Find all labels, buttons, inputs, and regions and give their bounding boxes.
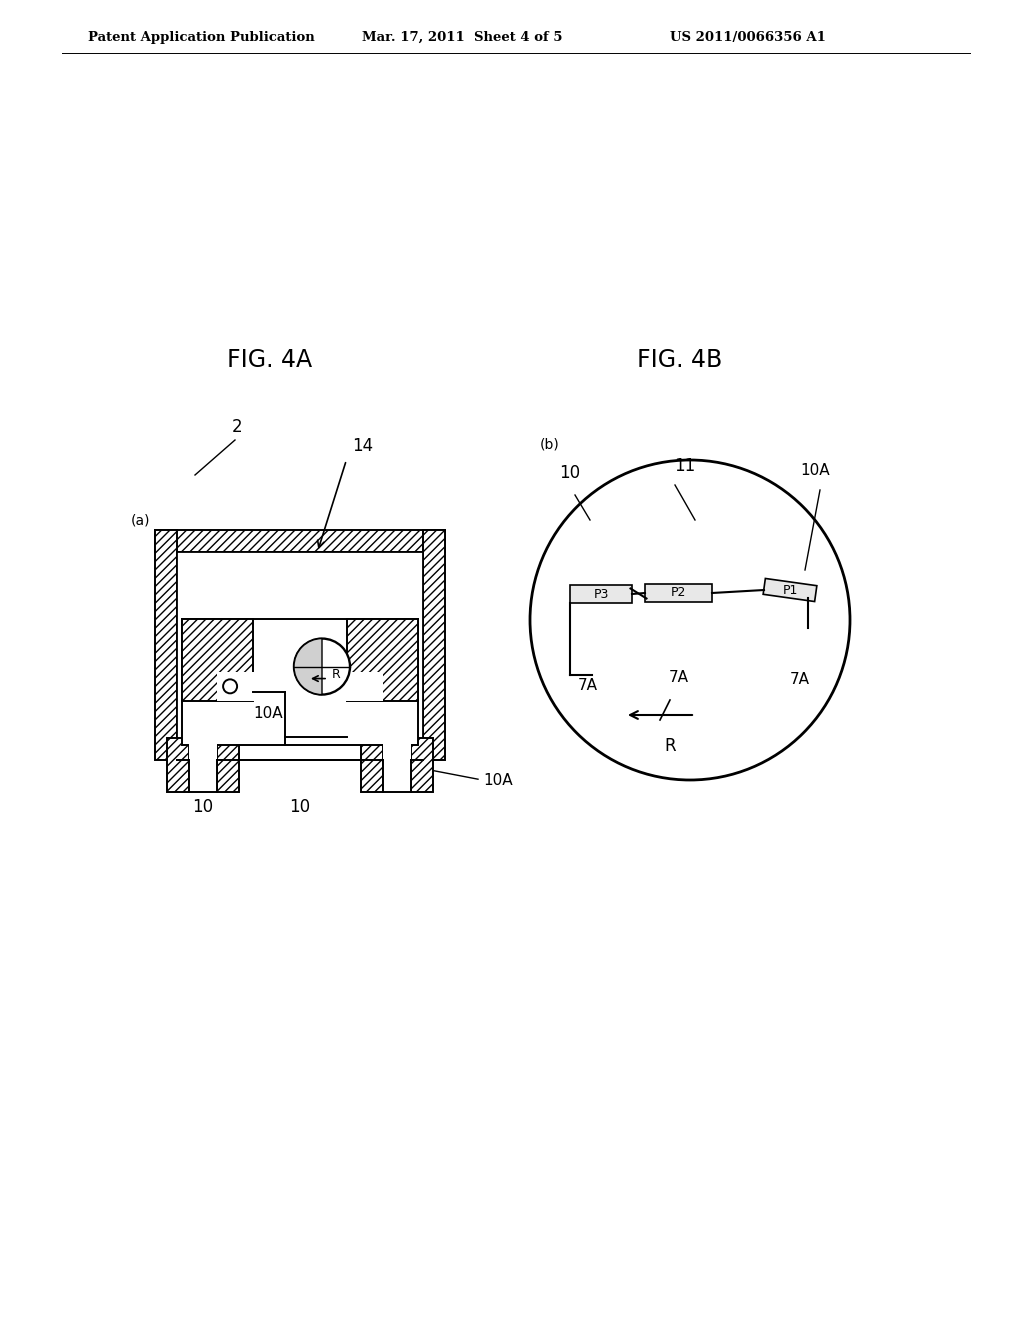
Text: P1: P1 — [782, 583, 798, 597]
Bar — [763, 578, 817, 602]
Text: R: R — [332, 668, 341, 681]
Text: 10: 10 — [193, 799, 214, 816]
Text: 7A: 7A — [669, 669, 688, 685]
Text: 7A: 7A — [578, 677, 598, 693]
Text: 14: 14 — [352, 437, 374, 455]
Text: 11: 11 — [675, 457, 695, 475]
Text: P2: P2 — [671, 586, 686, 599]
Circle shape — [294, 639, 350, 694]
Bar — [645, 583, 712, 602]
Text: 10A: 10A — [800, 463, 829, 478]
Bar — [345, 672, 383, 701]
FancyBboxPatch shape — [155, 531, 445, 552]
Text: 11: 11 — [285, 581, 305, 598]
Text: FIG. 4B: FIG. 4B — [637, 348, 723, 372]
Bar — [177, 552, 423, 760]
FancyBboxPatch shape — [155, 531, 177, 760]
Text: 10: 10 — [290, 799, 310, 816]
Bar — [217, 672, 255, 701]
Bar — [570, 585, 632, 603]
Text: 7A: 7A — [790, 672, 810, 688]
Text: FIG. 4A: FIG. 4A — [227, 348, 312, 372]
FancyBboxPatch shape — [182, 619, 253, 701]
Text: US 2011/0066356 A1: US 2011/0066356 A1 — [670, 30, 826, 44]
Text: 10A: 10A — [253, 706, 283, 721]
Text: 10A: 10A — [483, 774, 513, 788]
Text: Mar. 17, 2011  Sheet 4 of 5: Mar. 17, 2011 Sheet 4 of 5 — [362, 30, 562, 44]
Circle shape — [223, 680, 238, 693]
FancyBboxPatch shape — [167, 738, 189, 792]
Text: (b): (b) — [540, 438, 560, 451]
Text: 2: 2 — [231, 418, 243, 436]
Bar — [182, 619, 418, 744]
Bar — [189, 738, 217, 792]
FancyBboxPatch shape — [411, 738, 433, 792]
Text: 13: 13 — [397, 556, 419, 573]
Wedge shape — [294, 639, 322, 694]
Text: Patent Application Publication: Patent Application Publication — [88, 30, 314, 44]
Text: R: R — [665, 737, 676, 755]
Text: 13: 13 — [181, 556, 203, 573]
Text: 10: 10 — [559, 465, 581, 482]
Text: P3: P3 — [593, 587, 608, 601]
FancyBboxPatch shape — [217, 738, 239, 792]
Text: (a): (a) — [130, 513, 150, 528]
FancyBboxPatch shape — [347, 619, 418, 701]
FancyBboxPatch shape — [361, 738, 383, 792]
FancyBboxPatch shape — [423, 531, 445, 760]
Bar — [383, 738, 411, 792]
